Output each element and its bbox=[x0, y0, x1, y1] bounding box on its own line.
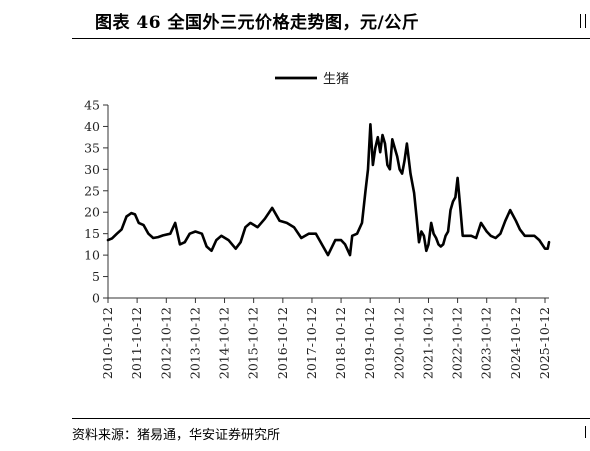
x-tick-label: 2017-10-12 bbox=[304, 307, 319, 379]
x-tick-label: 2011-10-12 bbox=[129, 307, 144, 379]
y-tick-label: 10 bbox=[84, 248, 100, 263]
y-tick-label: 30 bbox=[84, 162, 100, 177]
edge-mark bbox=[580, 14, 586, 28]
x-tick-label: 2012-10-12 bbox=[158, 307, 173, 379]
x-tick-label: 2019-10-12 bbox=[362, 307, 377, 379]
chart-title: 图表 46 全国外三元价格走势图，元/公斤 bbox=[95, 13, 420, 33]
x-tick-label: 2018-10-12 bbox=[333, 307, 348, 379]
x-tick-label: 2014-10-12 bbox=[217, 307, 232, 379]
y-tick-label: 35 bbox=[84, 140, 100, 155]
x-tick-label: 2024-10-12 bbox=[508, 307, 523, 379]
y-tick-label: 5 bbox=[92, 269, 100, 284]
y-tick-label: 0 bbox=[92, 291, 100, 306]
source-note: 资料来源：猪易通，华安证券研究所 bbox=[72, 428, 281, 443]
x-tick-label: 2020-10-12 bbox=[391, 307, 406, 379]
source-divider bbox=[72, 418, 590, 419]
x-tick-label: 2010-10-12 bbox=[100, 307, 115, 379]
y-tick-label: 15 bbox=[84, 226, 100, 241]
x-tick-label: 2015-10-12 bbox=[246, 307, 261, 379]
y-tick-label: 25 bbox=[84, 183, 100, 198]
x-tick-label: 2021-10-12 bbox=[420, 307, 435, 379]
series-line-0 bbox=[106, 123, 551, 257]
x-tick-label: 2023-10-12 bbox=[479, 307, 494, 379]
y-tick-label: 20 bbox=[84, 205, 100, 220]
legend-label: 生猪 bbox=[323, 72, 349, 87]
title-divider bbox=[72, 38, 590, 39]
x-tick-label: 2025-10-12 bbox=[537, 307, 552, 379]
edge-glyph bbox=[585, 426, 590, 438]
y-tick-label: 40 bbox=[84, 119, 100, 134]
x-tick-label: 2013-10-12 bbox=[187, 307, 202, 379]
x-tick-label: 2022-10-12 bbox=[450, 307, 465, 379]
y-tick-label: 45 bbox=[84, 98, 100, 113]
x-tick-label: 2016-10-12 bbox=[275, 307, 290, 379]
